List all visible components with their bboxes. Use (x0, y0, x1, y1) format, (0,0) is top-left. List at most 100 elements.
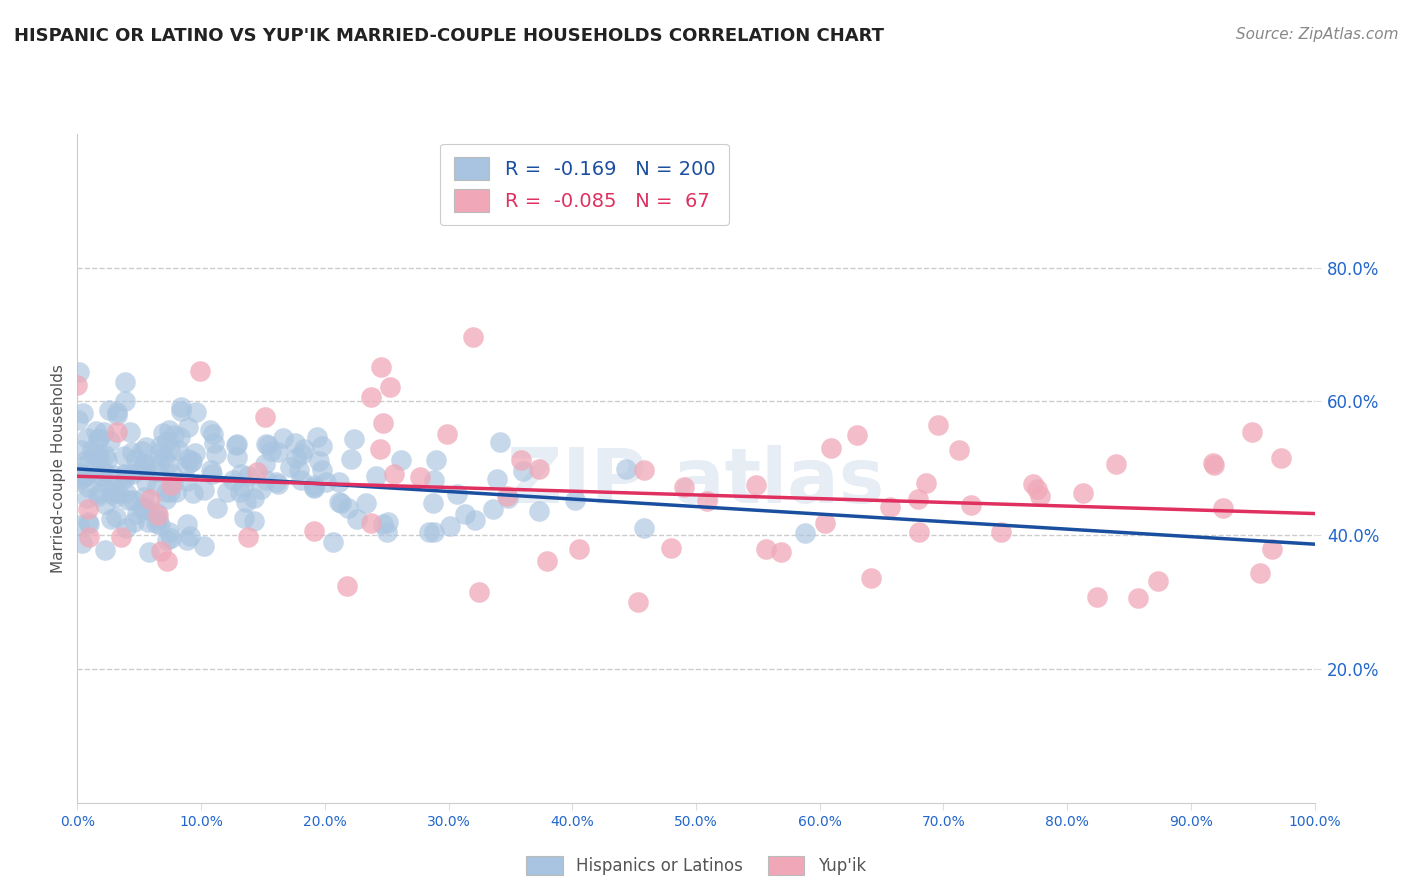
Point (391, 452, 413, 467)
Point (134, 457, 156, 471)
Point (110, 530, 132, 544)
Point (254, 473, 277, 487)
Point (77, 456, 100, 470)
Point (907, 524, 929, 539)
Point (176, 517, 198, 532)
Point (308, 454, 330, 468)
Point (1202, 458, 1225, 473)
Point (132, 500, 155, 515)
Point (343, 432, 366, 446)
Point (135, 461, 157, 475)
Point (101, 467, 124, 482)
Text: ZIP atlas: ZIP atlas (508, 445, 884, 518)
Point (146, 506, 169, 520)
Point (907, 491, 929, 506)
Point (253, 457, 276, 471)
Point (284, 435, 307, 450)
Point (302, 480, 325, 494)
Point (149, 439, 172, 453)
Point (100, 511, 122, 525)
Point (346, 511, 368, 525)
Point (322, 535, 344, 549)
Point (1028, 489, 1050, 503)
Point (160, 478, 183, 492)
Point (236, 530, 259, 544)
Point (114, 375, 136, 389)
Point (149, 518, 172, 533)
Point (77, 502, 100, 516)
Point (257, 438, 280, 452)
Point (193, 483, 215, 498)
Point (1085, 591, 1108, 605)
Point (696, 494, 718, 508)
Point (155, 485, 177, 500)
Point (152, 425, 174, 440)
Point (94, 448, 117, 462)
Point (146, 513, 169, 527)
Point (170, 400, 193, 414)
Point (67, 517, 90, 532)
Point (225, 438, 247, 452)
Point (1022, 477, 1045, 491)
Point (159, 442, 181, 457)
Point (91, 468, 114, 483)
Point (364, 469, 387, 483)
Point (153, 450, 176, 464)
Legend: Hispanics or Latinos, Yup'ik: Hispanics or Latinos, Yup'ik (519, 849, 873, 881)
Point (454, 507, 477, 521)
Point (927, 417, 949, 432)
Point (146, 478, 169, 492)
Point (990, 524, 1012, 539)
Point (75, 452, 97, 467)
Point (536, 554, 558, 568)
Point (165, 485, 187, 500)
Point (1126, 591, 1149, 606)
Point (112, 449, 135, 463)
Point (162, 467, 184, 481)
Point (70, 442, 93, 457)
Point (76, 491, 98, 506)
Point (436, 426, 458, 441)
Point (66, 474, 89, 488)
Point (202, 436, 225, 450)
Point (159, 484, 181, 499)
Point (138, 491, 160, 506)
Point (132, 490, 155, 504)
Point (1261, 542, 1284, 557)
Point (315, 475, 337, 489)
Point (77, 530, 100, 544)
Point (157, 424, 180, 438)
Point (1025, 482, 1047, 496)
Point (176, 474, 198, 488)
Point (264, 475, 287, 490)
Point (114, 468, 136, 483)
Point (464, 513, 486, 527)
Point (86, 447, 108, 461)
Point (145, 516, 167, 530)
Point (93, 464, 115, 478)
Point (794, 526, 817, 541)
Point (375, 525, 398, 540)
Point (1147, 574, 1170, 589)
Point (614, 462, 637, 476)
Point (70, 467, 93, 482)
Point (72, 467, 94, 481)
Point (311, 463, 333, 477)
Point (179, 529, 201, 543)
Point (633, 463, 655, 477)
Point (122, 493, 145, 508)
Point (820, 441, 842, 455)
Point (94, 543, 117, 558)
Point (845, 427, 868, 442)
Point (77, 479, 100, 493)
Point (285, 451, 308, 466)
Point (879, 500, 901, 514)
Point (205, 500, 228, 515)
Point (267, 476, 290, 491)
Point (461, 330, 484, 344)
Point (368, 442, 391, 456)
Point (157, 524, 180, 539)
Point (80, 443, 103, 458)
Point (136, 515, 159, 529)
Point (181, 454, 204, 468)
